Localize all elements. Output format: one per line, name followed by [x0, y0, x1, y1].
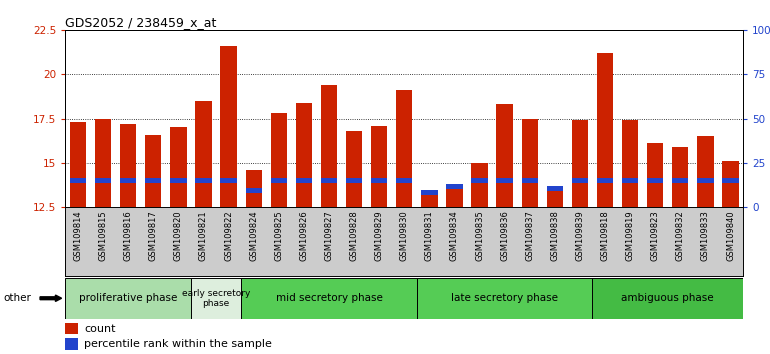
- Text: GDS2052 / 238459_x_at: GDS2052 / 238459_x_at: [65, 16, 217, 29]
- Bar: [270, 113, 287, 207]
- Text: GSM109819: GSM109819: [625, 211, 634, 261]
- Bar: [145, 135, 162, 207]
- Bar: [396, 90, 413, 207]
- Text: GSM109829: GSM109829: [375, 211, 383, 261]
- Bar: [521, 119, 538, 207]
- Text: GSM109835: GSM109835: [475, 211, 484, 261]
- Bar: [572, 120, 588, 207]
- Bar: [622, 120, 638, 207]
- Bar: [170, 178, 186, 183]
- Bar: [296, 178, 312, 183]
- Text: GSM109827: GSM109827: [324, 211, 333, 261]
- Text: GSM109831: GSM109831: [425, 211, 434, 261]
- Bar: [296, 103, 312, 207]
- Bar: [196, 101, 212, 207]
- Bar: [396, 178, 413, 183]
- Text: GSM109837: GSM109837: [525, 211, 534, 261]
- Text: GSM109815: GSM109815: [99, 211, 108, 261]
- Text: GSM109818: GSM109818: [601, 211, 610, 261]
- Bar: [321, 85, 337, 207]
- Bar: [120, 124, 136, 207]
- Text: GSM109823: GSM109823: [651, 211, 660, 261]
- Bar: [191, 278, 241, 319]
- Text: percentile rank within the sample: percentile rank within the sample: [85, 339, 273, 349]
- Bar: [698, 178, 714, 183]
- Bar: [145, 178, 162, 183]
- Bar: [672, 178, 688, 183]
- Bar: [722, 161, 738, 207]
- Bar: [497, 104, 513, 207]
- Text: GSM109817: GSM109817: [149, 211, 158, 261]
- Bar: [471, 178, 487, 183]
- Bar: [421, 195, 437, 207]
- Bar: [447, 189, 463, 207]
- Bar: [346, 178, 362, 183]
- Text: other: other: [4, 293, 32, 303]
- Bar: [170, 127, 186, 207]
- Bar: [622, 178, 638, 183]
- Text: GSM109838: GSM109838: [551, 211, 559, 261]
- Bar: [672, 147, 688, 207]
- Bar: [547, 191, 563, 207]
- Bar: [421, 190, 437, 195]
- Text: mid secretory phase: mid secretory phase: [276, 293, 383, 303]
- Text: GSM109830: GSM109830: [400, 211, 409, 261]
- Bar: [722, 178, 738, 183]
- Bar: [592, 278, 743, 319]
- Text: GSM109828: GSM109828: [350, 211, 359, 261]
- Bar: [698, 136, 714, 207]
- Text: GSM109826: GSM109826: [300, 211, 308, 261]
- Text: proliferative phase: proliferative phase: [79, 293, 177, 303]
- Text: GSM109820: GSM109820: [174, 211, 183, 261]
- Text: GSM109832: GSM109832: [676, 211, 685, 261]
- Text: GSM109822: GSM109822: [224, 211, 233, 261]
- Text: GSM109821: GSM109821: [199, 211, 208, 261]
- Bar: [246, 170, 262, 207]
- Bar: [371, 178, 387, 183]
- Bar: [270, 178, 287, 183]
- Bar: [521, 178, 538, 183]
- Bar: [120, 178, 136, 183]
- Bar: [65, 278, 191, 319]
- Bar: [220, 46, 236, 207]
- Text: early secretory
phase: early secretory phase: [182, 289, 250, 308]
- Text: GSM109833: GSM109833: [701, 211, 710, 261]
- Text: ambiguous phase: ambiguous phase: [621, 293, 714, 303]
- Bar: [95, 178, 111, 183]
- Bar: [70, 122, 86, 207]
- Bar: [241, 278, 417, 319]
- Bar: [95, 119, 111, 207]
- Text: GSM109824: GSM109824: [249, 211, 258, 261]
- Bar: [497, 178, 513, 183]
- Text: GSM109816: GSM109816: [124, 211, 132, 261]
- Bar: [417, 278, 592, 319]
- Bar: [321, 178, 337, 183]
- Bar: [447, 184, 463, 189]
- Text: GSM109840: GSM109840: [726, 211, 735, 261]
- Bar: [572, 178, 588, 183]
- Bar: [647, 143, 664, 207]
- Text: late secretory phase: late secretory phase: [451, 293, 558, 303]
- Bar: [220, 178, 236, 183]
- Bar: [597, 178, 613, 183]
- Text: GSM109834: GSM109834: [450, 211, 459, 261]
- Bar: [471, 163, 487, 207]
- Bar: [647, 178, 664, 183]
- Text: GSM109839: GSM109839: [575, 211, 584, 261]
- Bar: [70, 178, 86, 183]
- Bar: [597, 53, 613, 207]
- Bar: [65, 323, 78, 334]
- Text: GSM109814: GSM109814: [73, 211, 82, 261]
- Bar: [547, 186, 563, 191]
- Bar: [196, 178, 212, 183]
- Bar: [346, 131, 362, 207]
- Text: GSM109825: GSM109825: [274, 211, 283, 261]
- Bar: [65, 338, 78, 350]
- Bar: [246, 188, 262, 193]
- Text: GSM109836: GSM109836: [500, 211, 509, 261]
- Bar: [371, 126, 387, 207]
- Text: count: count: [85, 324, 116, 333]
